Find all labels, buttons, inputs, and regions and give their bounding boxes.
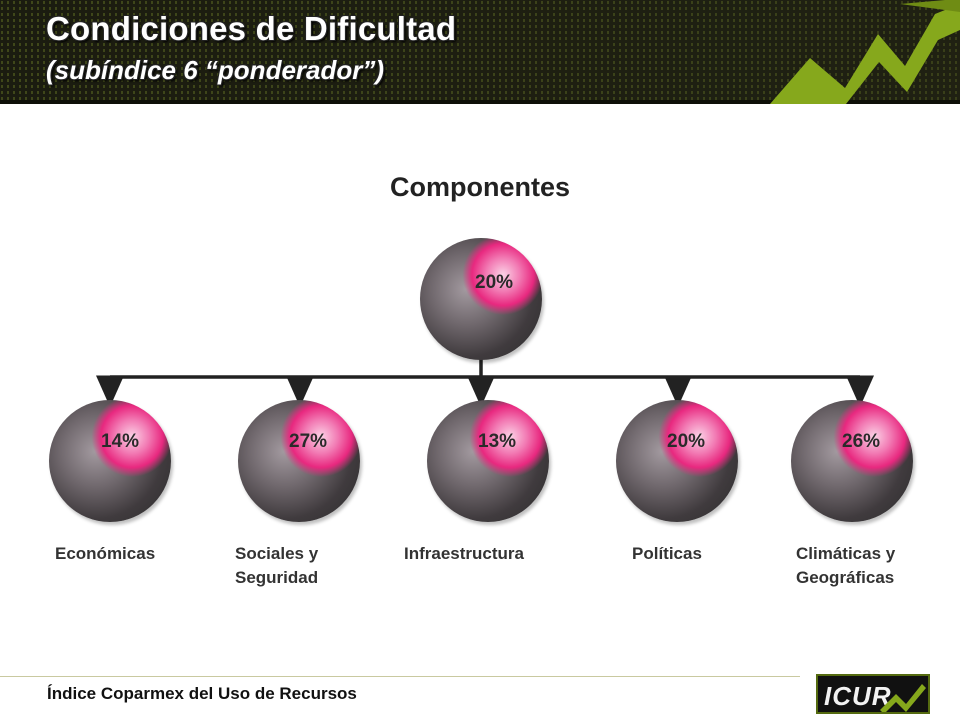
root-percent: 20% bbox=[475, 272, 514, 293]
child-label-politicas: Políticas bbox=[632, 542, 702, 566]
logo-text: ICUR bbox=[824, 681, 892, 711]
icur-logo: ICUR bbox=[816, 674, 930, 714]
label-line: Geográficas bbox=[796, 568, 895, 587]
page-title: Condiciones de Dificultad bbox=[46, 10, 457, 47]
child-label-sociales: Sociales y Seguridad bbox=[235, 542, 318, 590]
logo-arrow-icon bbox=[880, 684, 926, 712]
child-sphere-climaticas bbox=[791, 400, 913, 522]
child-label-economicas: Económicas bbox=[55, 542, 155, 566]
child-sphere-sociales bbox=[238, 400, 360, 522]
child-label-climaticas: Climáticas y Geográficas bbox=[796, 542, 895, 590]
child-sphere-economicas bbox=[49, 400, 171, 522]
footer-divider bbox=[0, 676, 800, 677]
label-line: Seguridad bbox=[235, 568, 319, 587]
label-line: Climáticas y bbox=[796, 544, 896, 563]
child-percent-infraestructura: 13% bbox=[478, 431, 517, 452]
label-line: Sociales y bbox=[235, 544, 319, 563]
child-percent-sociales: 27% bbox=[289, 431, 328, 452]
root-sphere bbox=[420, 238, 542, 360]
trend-arrow-shape bbox=[770, 4, 960, 104]
footer-text: Índice Coparmex del Uso de Recursos bbox=[47, 684, 357, 703]
page-subtitle: (subíndice 6 “ponderador”) bbox=[46, 55, 385, 85]
child-label-infraestructura: Infraestructura bbox=[404, 542, 524, 566]
child-sphere-infraestructura bbox=[427, 400, 549, 522]
label-line: Políticas bbox=[632, 544, 702, 563]
banner-background bbox=[0, 0, 960, 104]
child-percent-climaticas: 26% bbox=[842, 431, 881, 452]
child-percent-politicas: 20% bbox=[667, 431, 706, 452]
header-banner: Condiciones de Dificultad (subíndice 6 “… bbox=[0, 0, 960, 104]
child-percent-economicas: 14% bbox=[101, 431, 140, 452]
label-line: Infraestructura bbox=[404, 544, 524, 563]
diagram-heading: Componentes bbox=[389, 172, 570, 202]
child-sphere-politicas bbox=[616, 400, 738, 522]
label-line: Económicas bbox=[55, 544, 156, 563]
